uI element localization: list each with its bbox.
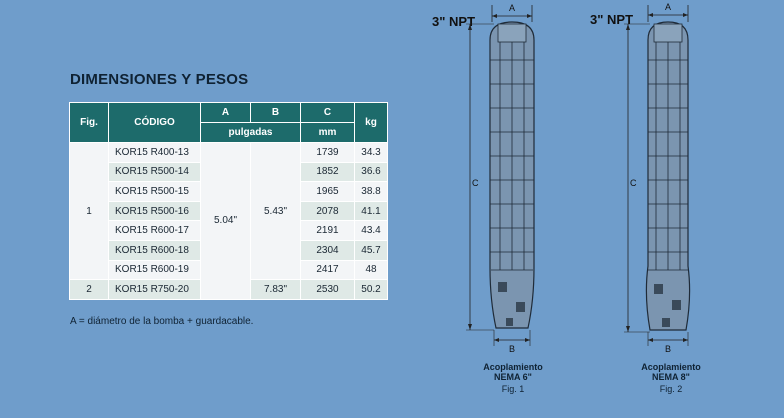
header-codigo: CÓDIGO: [108, 102, 201, 143]
b-value-cell: 7.83": [250, 279, 301, 300]
dim-a-label: A: [665, 2, 671, 12]
c-cell: 2191: [300, 220, 355, 241]
dim-b-label: B: [509, 344, 515, 354]
header-a: A: [200, 102, 251, 123]
npt-label: 3" NPT: [432, 14, 476, 29]
kg-cell: 41.1: [354, 200, 388, 222]
table-row: KOR15 R600-17 2191 43.4: [70, 220, 388, 241]
kg-cell: 48: [354, 259, 388, 281]
c-cell: 2417: [300, 259, 355, 281]
b-value-cell: 5.43": [250, 141, 301, 281]
table-row: KOR15 R500-16 2078 41.1: [70, 200, 388, 222]
code-cell: KOR15 R600-17: [108, 220, 201, 241]
kg-cell: 43.4: [354, 220, 388, 241]
c-cell: 1852: [300, 161, 355, 183]
kg-cell: 45.7: [354, 239, 388, 261]
dim-a-label: A: [509, 3, 515, 13]
caption-fig: Fig. 1: [501, 384, 525, 394]
code-cell: KOR15 R600-19: [108, 259, 201, 281]
pump-fig1-icon: A C B: [466, 3, 535, 354]
c-cell: 1739: [300, 142, 355, 163]
kg-cell: 38.8: [354, 181, 388, 202]
code-cell: KOR15 R500-14: [108, 161, 201, 183]
pump-drawing-fig1: A C B: [460, 0, 550, 360]
c-cell: 2530: [300, 279, 355, 300]
footnote: A = diámetro de la bomba + guardacable.: [70, 316, 254, 327]
header-fig: Fig.: [69, 102, 109, 143]
dim-c-label: C: [630, 178, 637, 188]
c-cell: 2078: [300, 200, 355, 222]
kg-cell: 50.2: [354, 279, 388, 300]
code-cell: KOR15 R750-20: [108, 279, 201, 300]
dimensions-table: Fig. CÓDIGO A B C kg pulgadas mm 1 KOR15…: [69, 102, 388, 300]
caption-nema: NEMA 8": [652, 372, 690, 382]
code-cell: KOR15 R400-13: [108, 142, 201, 163]
caption-fig: Fig. 2: [659, 384, 683, 394]
code-cell: KOR15 R600-18: [108, 239, 201, 261]
section-title: DIMENSIONES Y PESOS: [70, 71, 249, 88]
header-c: C: [300, 102, 355, 123]
dim-b-label: B: [665, 344, 671, 354]
kg-cell: 34.3: [354, 142, 388, 163]
table-row: 1 KOR15 R400-13 5.04" 5.43" 1739 34.3: [69, 141, 388, 300]
figure-caption-1: Acoplamiento NEMA 6" Fig. 1: [458, 362, 568, 394]
fig-cell: 1: [69, 141, 109, 281]
caption-coupling: Acoplamiento: [641, 362, 701, 372]
table-row: KOR15 R600-19 2417 48: [70, 259, 388, 281]
npt-label: 3" NPT: [590, 12, 634, 27]
caption-coupling: Acoplamiento: [483, 362, 543, 372]
caption-nema: NEMA 6": [494, 372, 532, 382]
table-row: 2 KOR15 R750-20 7.83" 2530 50.2: [69, 279, 388, 300]
header-b: B: [250, 102, 301, 123]
figure-caption-2: Acoplamiento NEMA 8" Fig. 2: [616, 362, 726, 394]
header-pulgadas: pulgadas: [200, 122, 301, 143]
fig-cell: 2: [69, 279, 109, 300]
kg-cell: 36.6: [354, 161, 388, 183]
c-cell: 1965: [300, 181, 355, 202]
code-cell: KOR15 R500-16: [108, 200, 201, 222]
header-kg: kg: [354, 102, 388, 143]
code-cell: KOR15 R500-15: [108, 181, 201, 202]
pump-fig2-icon: A C B: [624, 2, 691, 354]
header-mm: mm: [300, 122, 355, 143]
table-row: KOR15 R600-18 2304 45.7: [70, 239, 388, 261]
dim-c-label: C: [472, 178, 479, 188]
a-value-cell: 5.04": [200, 142, 251, 300]
c-cell: 2304: [300, 239, 355, 261]
pump-drawing-fig2: A C B: [618, 0, 708, 360]
